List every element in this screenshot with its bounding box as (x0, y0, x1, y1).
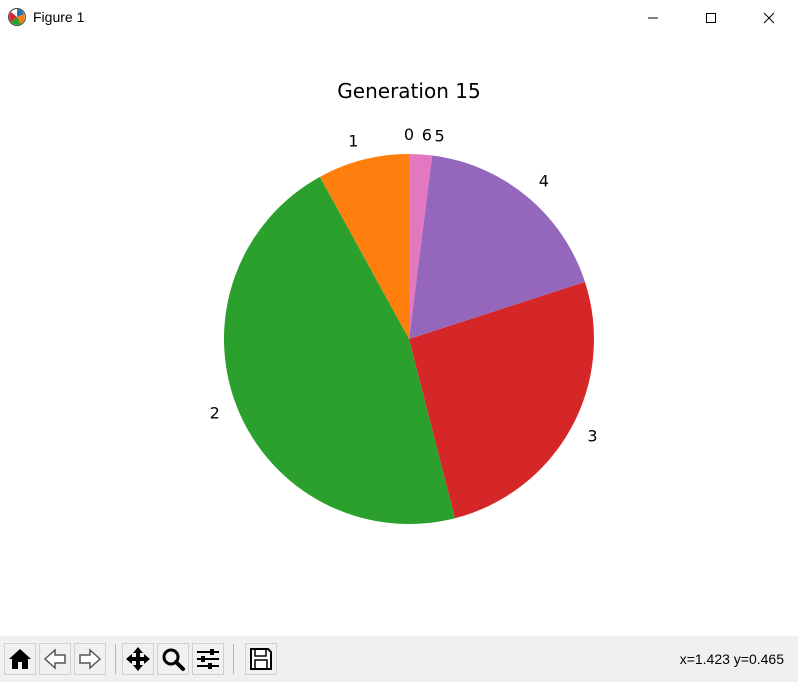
close-icon (763, 12, 775, 24)
sliders-icon (197, 649, 219, 669)
pie-slice-6 (409, 154, 433, 339)
zoom-button[interactable] (157, 643, 189, 675)
pie-label-4: 4 (539, 172, 549, 191)
magnifier-icon (162, 648, 185, 671)
save-button[interactable] (245, 643, 277, 675)
pie-slices (223, 154, 595, 524)
minimize-button[interactable] (624, 0, 682, 36)
pie-labels: 0 1 2 3 4 56 (210, 125, 598, 446)
home-icon (9, 649, 31, 669)
configure-subplots-button[interactable] (192, 643, 224, 675)
forward-button[interactable] (74, 643, 106, 675)
floppy-disk-icon (250, 648, 272, 670)
toolbar-separator (115, 644, 116, 674)
pie-label-2: 2 (210, 403, 220, 422)
pie-slice-1 (319, 154, 409, 339)
navigation-toolbar: x=1.423 y=0.465 (0, 636, 798, 682)
home-button[interactable] (4, 643, 36, 675)
pie-label-1: 1 (348, 131, 358, 150)
minimize-icon (648, 17, 658, 19)
pie-slice-4 (409, 155, 585, 339)
pan-button[interactable] (122, 643, 154, 675)
cursor-coordinates: x=1.423 y=0.465 (679, 651, 784, 667)
pie-slice-2 (223, 176, 456, 524)
pie-chart: Generation 15 0 1 2 3 4 56 (210, 79, 598, 524)
window-title: Figure 1 (33, 9, 85, 25)
pie-slice-3 (409, 281, 595, 519)
chart-title: Generation 15 (337, 79, 480, 103)
back-arrow-icon (43, 648, 66, 670)
window-titlebar: Figure 1 (0, 0, 798, 36)
pie-label-6: 6 (422, 125, 432, 144)
pie-label-3: 3 (587, 427, 597, 446)
pie-label-5: 5 (435, 127, 445, 146)
pie-label-0: 0 (404, 125, 414, 144)
maximize-button[interactable] (682, 0, 740, 36)
back-button[interactable] (39, 643, 71, 675)
forward-arrow-icon (79, 648, 102, 670)
matplotlib-icon (8, 8, 26, 26)
toolbar-separator (233, 644, 234, 674)
maximize-icon (706, 13, 716, 23)
move-icon (126, 647, 150, 671)
close-button[interactable] (740, 0, 798, 36)
